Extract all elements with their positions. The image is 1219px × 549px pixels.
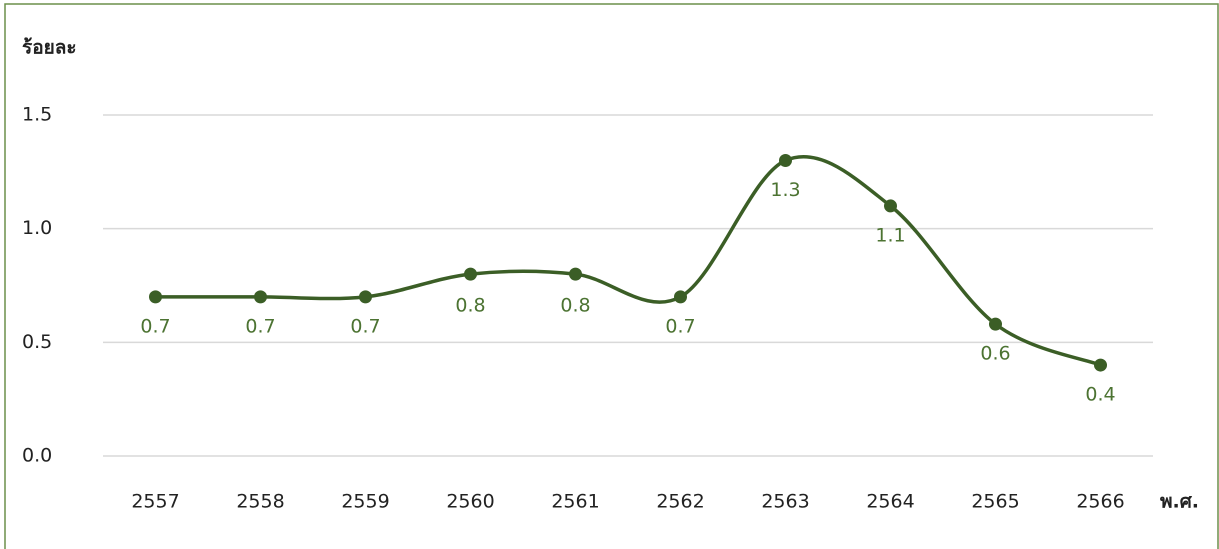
data-point (464, 267, 477, 281)
y-tick-label: 1.0 (22, 217, 52, 239)
y-tick-label: 1.5 (22, 104, 52, 126)
data-point (149, 290, 162, 304)
x-tick-label: 2566 (1076, 491, 1124, 513)
data-label: 0.7 (350, 315, 380, 337)
x-tick-label: 2558 (236, 491, 284, 513)
data-label: 1.3 (770, 179, 800, 201)
x-tick-label: 2561 (551, 491, 599, 513)
x-tick-label: 2564 (866, 491, 914, 513)
data-point (359, 290, 372, 304)
data-label: 0.4 (1085, 384, 1115, 406)
x-tick-label: 2560 (446, 491, 494, 513)
x-tick-label: 2559 (341, 491, 389, 513)
data-label: 1.1 (875, 224, 905, 246)
data-label: 0.7 (245, 315, 275, 337)
y-axis-title: ร้อยละ (22, 37, 77, 59)
x-tick-label: 2565 (971, 491, 1019, 513)
x-axis-title: พ.ศ. (1160, 491, 1199, 513)
x-tick-label: 2557 (131, 491, 179, 513)
series-line (155, 154, 1102, 367)
chart-border (4, 3, 1219, 549)
data-label: 0.8 (455, 295, 485, 317)
data-label: 0.7 (140, 315, 170, 337)
data-label: 0.7 (665, 315, 695, 337)
data-label: 0.8 (560, 295, 590, 317)
data-point (674, 290, 687, 304)
data-label: 0.6 (980, 343, 1010, 365)
data-point (989, 317, 1002, 331)
x-tick-label: 2563 (761, 491, 809, 513)
x-tick-label: 2562 (656, 491, 704, 513)
data-point (1094, 358, 1107, 372)
y-tick-label: 0.5 (22, 331, 52, 353)
data-point (254, 290, 267, 304)
y-tick-label: 0.0 (22, 445, 52, 467)
data-point (569, 267, 582, 281)
data-point (884, 199, 897, 213)
data-point (779, 153, 792, 167)
